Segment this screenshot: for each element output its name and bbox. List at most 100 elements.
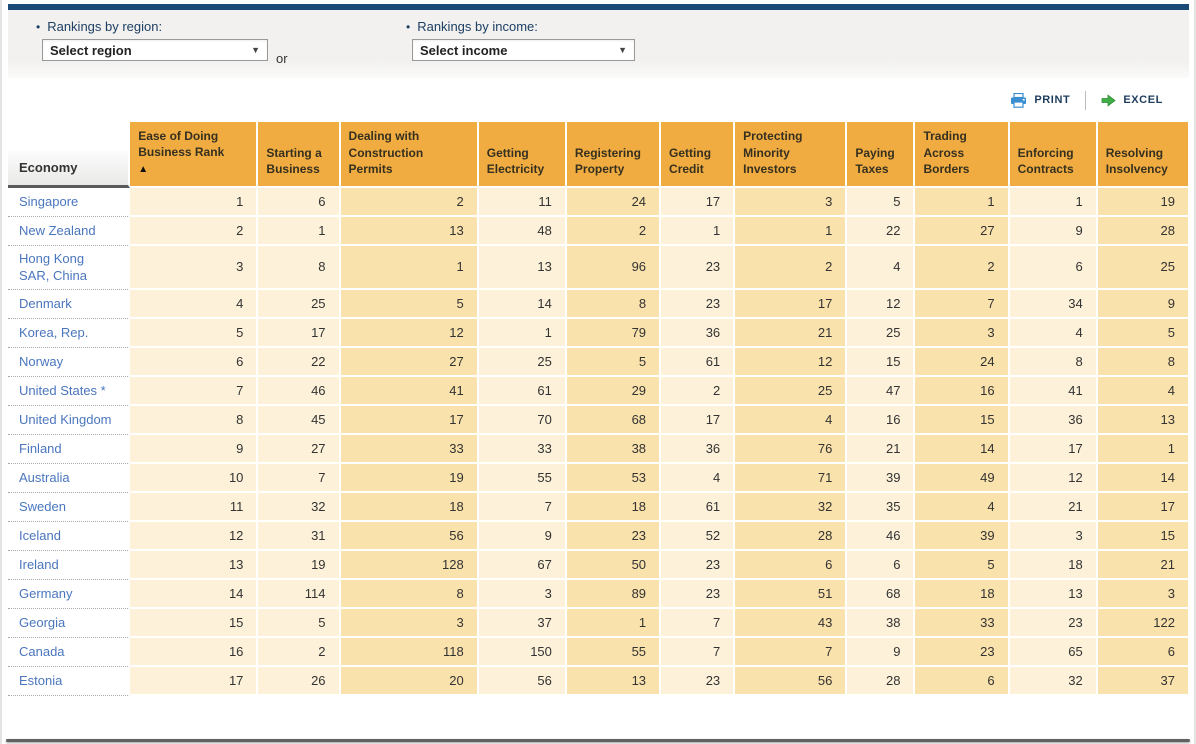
- rank-cell: 14: [130, 579, 259, 609]
- rank-cell: 3: [130, 245, 259, 290]
- rank-cell: 56: [478, 666, 567, 696]
- column-header-getting-electricity[interactable]: Getting Electricity: [478, 122, 567, 188]
- rank-cell: 9: [847, 637, 916, 667]
- window-bottom-edge: [6, 739, 1190, 742]
- rank-cell: 6: [915, 666, 1010, 696]
- economy-link[interactable]: Singapore: [19, 194, 79, 210]
- economy-link[interactable]: Hong Kong SAR, China: [19, 250, 87, 284]
- bullet-icon: •: [406, 20, 411, 34]
- rank-cell: 65: [1009, 637, 1098, 667]
- print-button[interactable]: PRINT: [1010, 92, 1070, 108]
- table-row: New Zealand 2 1 13 48 2 1 1 22 27 9 28: [8, 216, 1190, 246]
- rank-cell: 27: [915, 216, 1010, 246]
- column-header-starting-a-business[interactable]: Starting a Business: [258, 122, 341, 188]
- economy-link[interactable]: United States *: [19, 383, 106, 399]
- rank-cell: 24: [566, 187, 662, 217]
- rank-cell: 5: [258, 608, 341, 638]
- column-header-ease-of-doing-business-rank[interactable]: Ease of Doing Business Rank ▲: [130, 122, 259, 188]
- column-header-dealing-with-construction-permits[interactable]: Dealing with Construction Permits: [340, 122, 479, 188]
- column-header-resolving-insolvency[interactable]: Resolving Insolvency: [1097, 122, 1190, 188]
- rank-cell: 47: [847, 376, 916, 406]
- column-header-trading-across-borders[interactable]: Trading Across Borders: [915, 122, 1010, 188]
- economy-link[interactable]: Korea, Rep.: [19, 325, 89, 341]
- region-filter-group: • Rankings by region: Select region ▼: [30, 19, 268, 61]
- region-select[interactable]: Select region ▼: [42, 39, 268, 61]
- economy-link[interactable]: Canada: [19, 644, 65, 660]
- rank-cell: 23: [661, 245, 736, 290]
- economy-link[interactable]: Denmark: [19, 296, 72, 312]
- rank-cell: 1: [915, 187, 1010, 217]
- rank-cell: 4: [915, 492, 1010, 522]
- rank-cell: 8: [566, 289, 662, 319]
- rank-cell: 13: [1097, 405, 1190, 435]
- economy-link[interactable]: Estonia: [19, 673, 63, 689]
- economy-link[interactable]: Australia: [19, 470, 70, 486]
- rank-cell: 71: [735, 463, 848, 493]
- rank-cell: 4: [1097, 376, 1190, 406]
- economy-link[interactable]: New Zealand: [19, 223, 96, 239]
- income-select[interactable]: Select income ▼: [412, 39, 635, 61]
- economy-link[interactable]: Georgia: [19, 615, 66, 631]
- rank-cell: 7: [915, 289, 1010, 319]
- rank-cell: 8: [340, 579, 479, 609]
- rank-cell: 48: [478, 216, 567, 246]
- rank-cell: 15: [1097, 521, 1190, 551]
- rank-cell: 21: [847, 434, 916, 464]
- economy-cell: Sweden: [8, 492, 131, 522]
- economy-link[interactable]: Ireland: [19, 557, 59, 573]
- rank-cell: 31: [258, 521, 341, 551]
- rank-cell: 17: [1009, 434, 1098, 464]
- column-header-protecting-minority-investors[interactable]: Protecting Minority Investors: [735, 122, 848, 188]
- economy-link[interactable]: Norway: [19, 354, 64, 370]
- excel-button[interactable]: EXCEL: [1101, 93, 1163, 107]
- rank-cell: 1: [1009, 187, 1098, 217]
- economy-link[interactable]: Iceland: [19, 528, 61, 544]
- rank-cell: 114: [258, 579, 341, 609]
- economy-link[interactable]: Finland: [19, 441, 62, 457]
- rank-cell: 38: [847, 608, 916, 638]
- rank-cell: 6: [847, 550, 916, 580]
- rank-cell: 9: [478, 521, 567, 551]
- economy-link[interactable]: Sweden: [19, 499, 66, 515]
- rank-cell: 46: [847, 521, 916, 551]
- table-row: Ireland 13 19 128 67 50 23 6 6 5 18 21: [8, 550, 1190, 580]
- rank-cell: 25: [258, 289, 341, 319]
- table-row: Norway 6 22 27 25 5 61 12 15 24 8 8: [8, 347, 1190, 377]
- rank-cell: 18: [340, 492, 479, 522]
- rank-cell: 13: [130, 550, 259, 580]
- rank-cell: 13: [478, 245, 567, 290]
- rank-cell: 1: [340, 245, 479, 290]
- column-header-registering-property[interactable]: Registering Property: [566, 122, 662, 188]
- economy-link[interactable]: Germany: [19, 586, 73, 602]
- rank-cell: 35: [847, 492, 916, 522]
- rank-cell: 1: [1097, 434, 1190, 464]
- rank-cell: 3: [915, 318, 1010, 348]
- rank-cell: 7: [478, 492, 567, 522]
- rank-cell: 52: [661, 521, 736, 551]
- export-toolbar: PRINT EXCEL: [1010, 90, 1163, 110]
- rank-cell: 11: [478, 187, 567, 217]
- rank-cell: 61: [661, 347, 736, 377]
- table-header-row: Economy Ease of Doing Business Rank ▲ Start…: [8, 122, 1190, 188]
- rank-cell: 19: [340, 463, 479, 493]
- economy-cell: Iceland: [8, 521, 131, 551]
- rank-cell: 79: [566, 318, 662, 348]
- rank-cell: 9: [1009, 216, 1098, 246]
- rank-cell: 1: [735, 216, 848, 246]
- rank-cell: 12: [130, 521, 259, 551]
- rank-cell: 24: [915, 347, 1010, 377]
- rank-cell: 6: [130, 347, 259, 377]
- economy-link[interactable]: United Kingdom: [19, 412, 112, 428]
- column-header-paying-taxes[interactable]: Paying Taxes: [847, 122, 916, 188]
- bullet-icon: •: [36, 20, 41, 34]
- rank-cell: 3: [735, 187, 848, 217]
- rank-cell: 36: [1009, 405, 1098, 435]
- column-header-getting-credit[interactable]: Getting Credit: [661, 122, 736, 188]
- rank-cell: 23: [661, 289, 736, 319]
- column-header-enforcing-contracts[interactable]: Enforcing Contracts: [1009, 122, 1098, 188]
- rank-cell: 23: [566, 521, 662, 551]
- rank-cell: 19: [258, 550, 341, 580]
- rank-cell: 1: [566, 608, 662, 638]
- income-select-value: Select income: [420, 42, 508, 58]
